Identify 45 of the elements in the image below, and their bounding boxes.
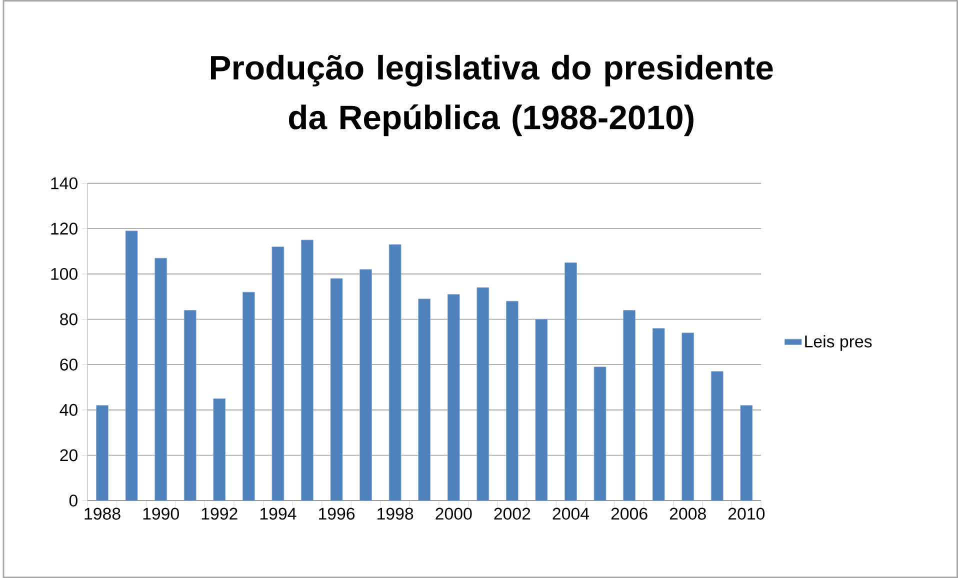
bar — [535, 319, 548, 500]
x-tick-label: 2010 — [728, 508, 765, 520]
bar — [623, 310, 636, 500]
y-tick-label: 40 — [60, 404, 78, 416]
x-tick-label: 2006 — [611, 508, 648, 520]
bar — [96, 405, 108, 500]
bar — [301, 240, 314, 500]
bar — [594, 366, 606, 500]
x-tick-label: 1996 — [319, 508, 355, 520]
bar — [476, 287, 490, 500]
bar — [213, 398, 226, 500]
bar — [360, 269, 372, 500]
bar — [184, 310, 196, 500]
y-tick-label: 0 — [69, 494, 78, 506]
y-tick-label: 120 — [51, 222, 78, 235]
chart-title: Produção legislativa do presidente da República (1988-2010) — [210, 54, 773, 136]
bar — [272, 246, 284, 500]
bar — [388, 244, 402, 500]
x-tick-label: 2008 — [670, 508, 706, 520]
bar — [740, 405, 753, 500]
bar — [242, 292, 255, 500]
y-tick-label: 60 — [60, 358, 78, 371]
bar — [154, 258, 168, 500]
x-tick-label: 2000 — [436, 508, 472, 520]
bar — [330, 278, 343, 500]
x-tick-label: 1988 — [84, 508, 120, 520]
bar — [506, 300, 518, 500]
x-tick-label: 1994 — [260, 508, 296, 520]
bar — [652, 328, 665, 500]
y-tick-label: 80 — [60, 313, 78, 326]
bar — [447, 294, 460, 500]
bar — [564, 262, 577, 500]
bar — [682, 332, 694, 500]
y-tick-label: 140 — [51, 177, 78, 190]
x-tick-label: 2002 — [494, 508, 530, 520]
legend-label: Leis pres — [805, 335, 872, 351]
bar — [125, 230, 138, 500]
x-tick-label: 1998 — [378, 508, 414, 520]
y-tick-label: 100 — [51, 268, 78, 280]
x-tick-label: 2004 — [552, 508, 590, 520]
y-tick-label: 20 — [60, 449, 78, 462]
bar — [418, 298, 431, 500]
x-tick-label: 1990 — [143, 508, 179, 520]
x-tick-label: 1992 — [202, 508, 238, 520]
bar — [710, 371, 724, 500]
